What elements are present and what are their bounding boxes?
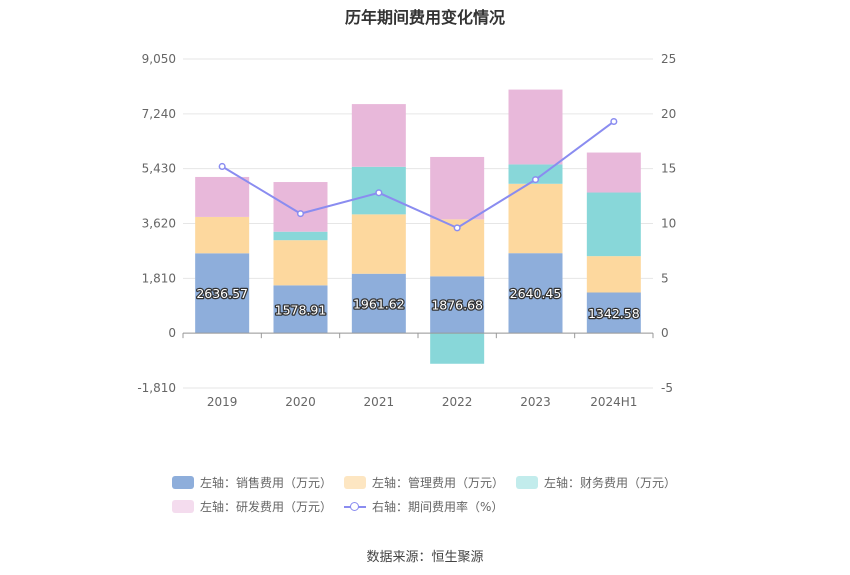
bar-segment-3 xyxy=(586,152,641,193)
x-axis-tick-label: 2024H1 xyxy=(590,395,637,409)
expense-rate-point xyxy=(610,117,618,126)
left-axis-tick-label: -1,810 xyxy=(137,381,176,395)
right-axis-tick-label: 10 xyxy=(661,217,676,231)
bar-segment-2 xyxy=(430,333,485,364)
bar-data-label: 1342.58 xyxy=(588,306,640,321)
bar-segment-2 xyxy=(273,231,328,241)
legend-swatch-rnd xyxy=(172,499,194,513)
right-axis-tick-label: -5 xyxy=(661,381,673,395)
legend-swatch-admin xyxy=(344,475,366,489)
bar-segment-0 xyxy=(195,253,250,334)
bar-segment-1 xyxy=(273,240,328,286)
bar-segment-0 xyxy=(430,276,485,334)
right-axis-tick-label: 0 xyxy=(661,326,669,340)
right-axis-tick-label: 20 xyxy=(661,107,676,121)
bar-segment-0 xyxy=(351,273,406,334)
bar-data-label: 1876.68 xyxy=(431,298,483,313)
chart-title: 历年期间费用变化情况 xyxy=(344,8,505,27)
legend-label-rnd: 左轴：研发费用（万元） xyxy=(200,499,333,514)
right-axis-tick-label: 5 xyxy=(661,271,669,285)
bar-segment-0 xyxy=(273,285,328,334)
bar-segment-3 xyxy=(508,89,563,165)
legend-swatch-sales xyxy=(172,475,194,489)
expense-rate-point xyxy=(296,210,305,218)
chart-plot: 9,050 25 7,240 20 5,430 15 3,620 10 1,810 5 0 0 -1,8… xyxy=(137,52,676,409)
right-axis-tick-label: 25 xyxy=(661,52,676,66)
expense-rate-point xyxy=(531,176,540,184)
bar-segment-1 xyxy=(351,214,406,274)
legend-swatch-finance xyxy=(516,475,538,489)
bar-segment-0 xyxy=(586,292,641,334)
bar-segment-3 xyxy=(273,182,328,232)
legend-label-sales: 左轴：销售费用（万元） xyxy=(200,475,333,490)
bar-data-label: 2636.57 xyxy=(196,286,248,301)
expense-rate-point xyxy=(218,162,226,171)
left-axis-tick-label: 0 xyxy=(168,326,176,340)
bar-segment-2 xyxy=(586,192,641,257)
legend-line-icon xyxy=(344,500,366,513)
bar-data-label: 1961.62 xyxy=(353,296,405,311)
legend-label-finance: 左轴：财务费用（万元） xyxy=(544,475,677,490)
expense-rate-point xyxy=(375,189,383,197)
legend-label-expense-rate: 右轴：期间费用率（%） xyxy=(372,499,504,514)
source-note: 数据来源：恒生聚源 xyxy=(366,550,484,565)
bar-segment-3 xyxy=(430,156,485,220)
bar-segment-3 xyxy=(195,176,250,217)
legend-item-sales[interactable]: 左轴：销售费用（万元） xyxy=(172,474,332,490)
bar-segment-3 xyxy=(351,104,406,167)
bar-segment-1 xyxy=(586,256,641,293)
left-axis-tick-label: 1,810 xyxy=(142,271,176,285)
left-axis-tick-label: 7,240 xyxy=(142,107,176,121)
bar-segment-1 xyxy=(508,183,563,254)
legend-item-expense-rate[interactable]: 右轴：期间费用率（%） xyxy=(344,498,503,514)
bar-segment-1 xyxy=(195,216,250,254)
legend-item-finance[interactable]: 左轴：财务费用（万元） xyxy=(516,474,676,490)
x-axis-tick-label: 2020 xyxy=(285,395,316,409)
left-axis-tick-label: 3,620 xyxy=(142,217,176,231)
expense-rate-point xyxy=(453,224,461,232)
legend-label-admin: 左轴：管理费用（万元） xyxy=(372,475,505,490)
x-axis-tick-label: 2023 xyxy=(520,395,551,409)
bar-data-label: 1578.91 xyxy=(275,302,327,317)
left-axis-tick-label: 9,050 xyxy=(142,52,176,66)
bar-segment-0 xyxy=(508,253,563,334)
right-axis-tick-label: 15 xyxy=(661,162,676,176)
legend-item-rnd[interactable]: 左轴：研发费用（万元） xyxy=(172,498,332,514)
x-axis-tick-label: 2022 xyxy=(442,395,473,409)
x-axis-tick-label: 2021 xyxy=(364,395,395,409)
bar-data-label: 2640.45 xyxy=(510,286,562,301)
expense-rate-line xyxy=(221,120,615,230)
x-axis-tick-label: 2019 xyxy=(207,395,238,409)
left-axis-tick-label: 5,430 xyxy=(142,162,176,176)
legend-item-admin[interactable]: 左轴：管理费用（万元） xyxy=(344,474,504,490)
